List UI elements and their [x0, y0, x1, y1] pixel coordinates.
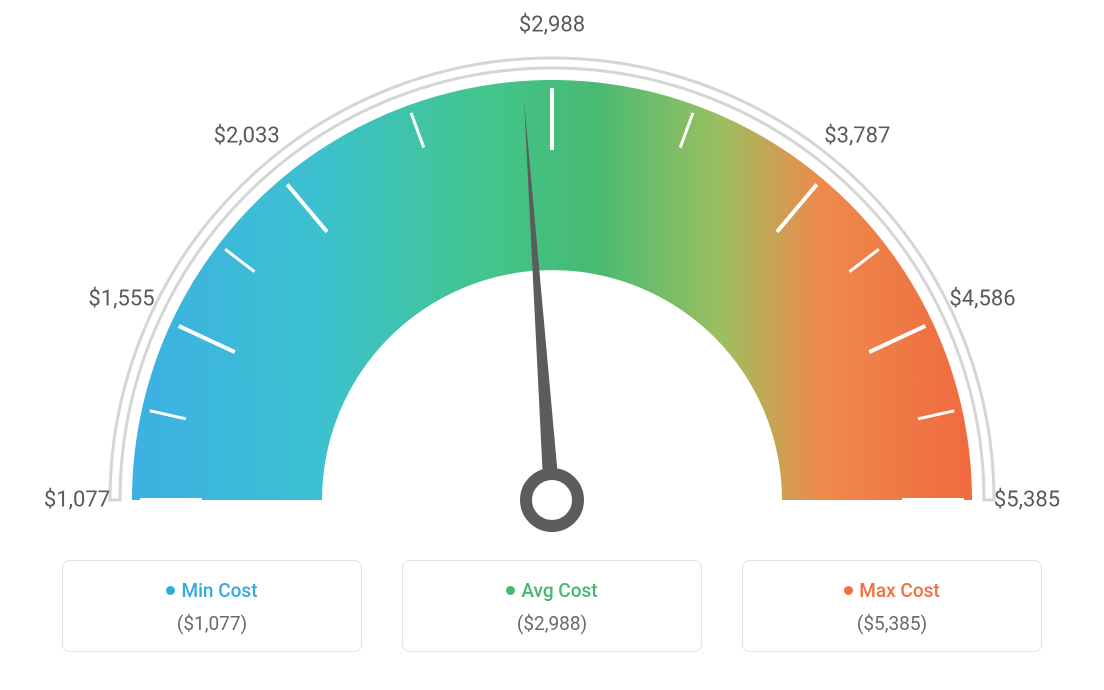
legend-card-avg: Avg Cost ($2,988) [402, 560, 702, 652]
gauge-chart: $1,077 $1,555 $2,033 $2,988 $3,787 $4,586 $5,3… [0, 0, 1104, 560]
legend-title-avg: Avg Cost [413, 579, 691, 602]
legend-card-min: Min Cost ($1,077) [62, 560, 362, 652]
legend-title-max: Max Cost [753, 579, 1031, 602]
gauge-tick-label: $5,385 [994, 488, 1060, 513]
gauge-tick-label: $4,586 [949, 287, 1015, 312]
gauge-tick-label: $3,787 [824, 124, 890, 149]
gauge-tick-label: $2,033 [214, 124, 280, 149]
legend-card-max: Max Cost ($5,385) [742, 560, 1042, 652]
legend-title-min-text: Min Cost [181, 579, 257, 602]
legend-row: Min Cost ($1,077) Avg Cost ($2,988) Max … [0, 560, 1104, 652]
legend-title-max-text: Max Cost [859, 579, 939, 602]
legend-value-min: ($1,077) [73, 612, 351, 635]
dot-icon [506, 586, 515, 595]
legend-value-avg: ($2,988) [413, 612, 691, 635]
legend-title-min: Min Cost [73, 579, 351, 602]
gauge-svg [0, 0, 1104, 560]
gauge-tick-label: $1,077 [44, 488, 110, 513]
legend-value-max: ($5,385) [753, 612, 1031, 635]
legend-title-avg-text: Avg Cost [521, 579, 597, 602]
gauge-tick-label: $2,988 [519, 13, 585, 38]
dot-icon [844, 586, 853, 595]
dot-icon [166, 586, 175, 595]
gauge-tick-label: $1,555 [88, 287, 154, 312]
